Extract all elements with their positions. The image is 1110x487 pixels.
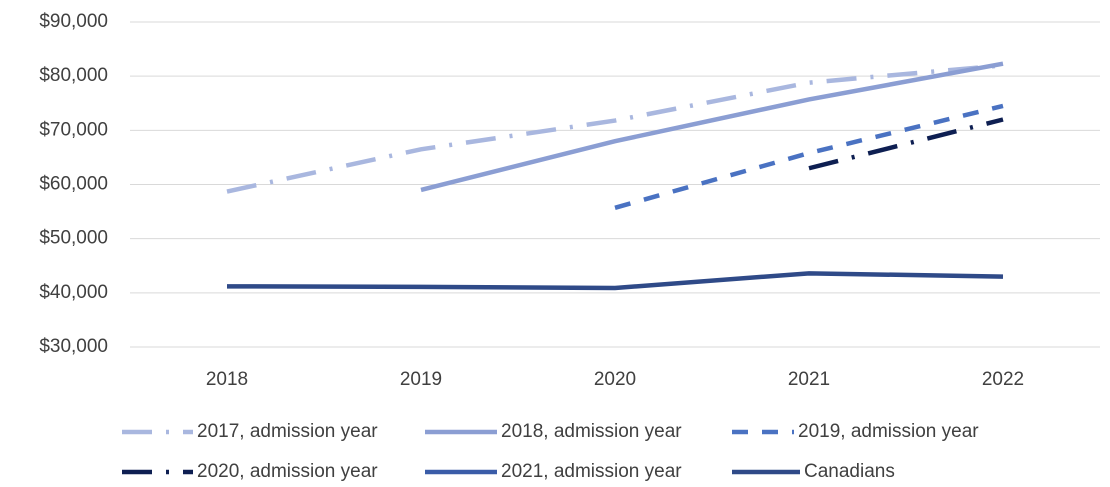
x-tick-label: 2020 bbox=[594, 369, 636, 390]
y-tick-label: $30,000 bbox=[39, 336, 108, 357]
x-tick-label: 2022 bbox=[982, 369, 1024, 390]
legend-label: 2019, admission year bbox=[798, 421, 979, 442]
legend-label: 2020, admission year bbox=[197, 461, 378, 482]
series-line bbox=[226, 271, 1004, 291]
y-tick-label: $50,000 bbox=[39, 228, 108, 249]
series-line bbox=[420, 61, 1004, 193]
x-tick-label: 2019 bbox=[400, 369, 442, 390]
x-tick-label: 2018 bbox=[206, 369, 248, 390]
y-tick-label: $80,000 bbox=[39, 65, 108, 86]
y-tick-label: $60,000 bbox=[39, 174, 108, 195]
legend-label: 2021, admission year bbox=[501, 461, 682, 482]
y-tick-label: $40,000 bbox=[39, 282, 108, 303]
legend-label: Canadians bbox=[804, 461, 895, 482]
series-line bbox=[226, 63, 1004, 194]
y-tick-label: $70,000 bbox=[39, 119, 108, 140]
legend-label: 2017, admission year bbox=[197, 421, 378, 442]
series-line bbox=[808, 117, 1004, 171]
x-tick-label: 2021 bbox=[788, 369, 830, 390]
y-tick-label: $90,000 bbox=[39, 11, 108, 32]
legend-label: 2018, admission year bbox=[501, 421, 682, 442]
series-line bbox=[614, 103, 1004, 210]
